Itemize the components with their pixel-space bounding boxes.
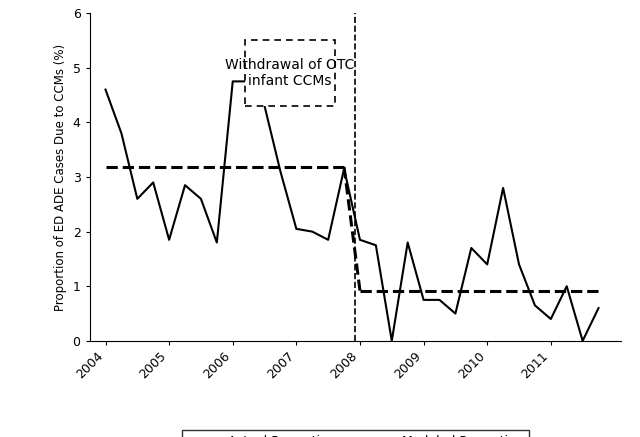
Actual Proportion <box>563 284 571 289</box>
Actual Proportion <box>515 262 523 267</box>
Actual Proportion <box>276 169 284 174</box>
Actual Proportion <box>102 87 109 92</box>
Actual Proportion <box>531 303 539 308</box>
Line: Actual Proportion: Actual Proportion <box>106 81 598 341</box>
Actual Proportion <box>165 237 173 243</box>
Actual Proportion <box>292 226 300 232</box>
Actual Proportion <box>467 246 475 251</box>
FancyBboxPatch shape <box>246 40 335 106</box>
Actual Proportion <box>595 305 602 311</box>
Actual Proportion <box>436 297 444 302</box>
Actual Proportion <box>213 240 221 245</box>
Actual Proportion <box>118 131 125 136</box>
Actual Proportion <box>420 297 428 302</box>
Actual Proportion <box>372 243 380 248</box>
Actual Proportion <box>547 316 555 322</box>
Modeled Proportion <box>102 165 109 170</box>
Actual Proportion <box>340 166 348 171</box>
Actual Proportion <box>324 237 332 243</box>
Actual Proportion <box>483 262 491 267</box>
Actual Proportion <box>134 196 141 201</box>
Actual Proportion <box>388 338 396 343</box>
Actual Proportion <box>260 104 268 109</box>
Actual Proportion <box>197 196 205 201</box>
Actual Proportion <box>245 79 253 84</box>
Legend: Actual Proportion, Modeled Proportion: Actual Proportion, Modeled Proportion <box>182 430 529 437</box>
Actual Proportion <box>404 240 412 245</box>
Actual Proportion <box>579 338 586 343</box>
Actual Proportion <box>308 229 316 234</box>
Actual Proportion <box>499 185 507 191</box>
Actual Proportion <box>356 237 364 243</box>
Modeled Proportion <box>340 165 348 170</box>
Actual Proportion <box>452 311 460 316</box>
Text: Withdrawal of OTC
infant CCMs: Withdrawal of OTC infant CCMs <box>225 58 355 88</box>
Actual Proportion <box>229 79 237 84</box>
Actual Proportion <box>181 183 189 188</box>
Actual Proportion <box>149 180 157 185</box>
Y-axis label: Proportion of ED ADE Cases Due to CCMs (%): Proportion of ED ADE Cases Due to CCMs (… <box>54 43 67 311</box>
